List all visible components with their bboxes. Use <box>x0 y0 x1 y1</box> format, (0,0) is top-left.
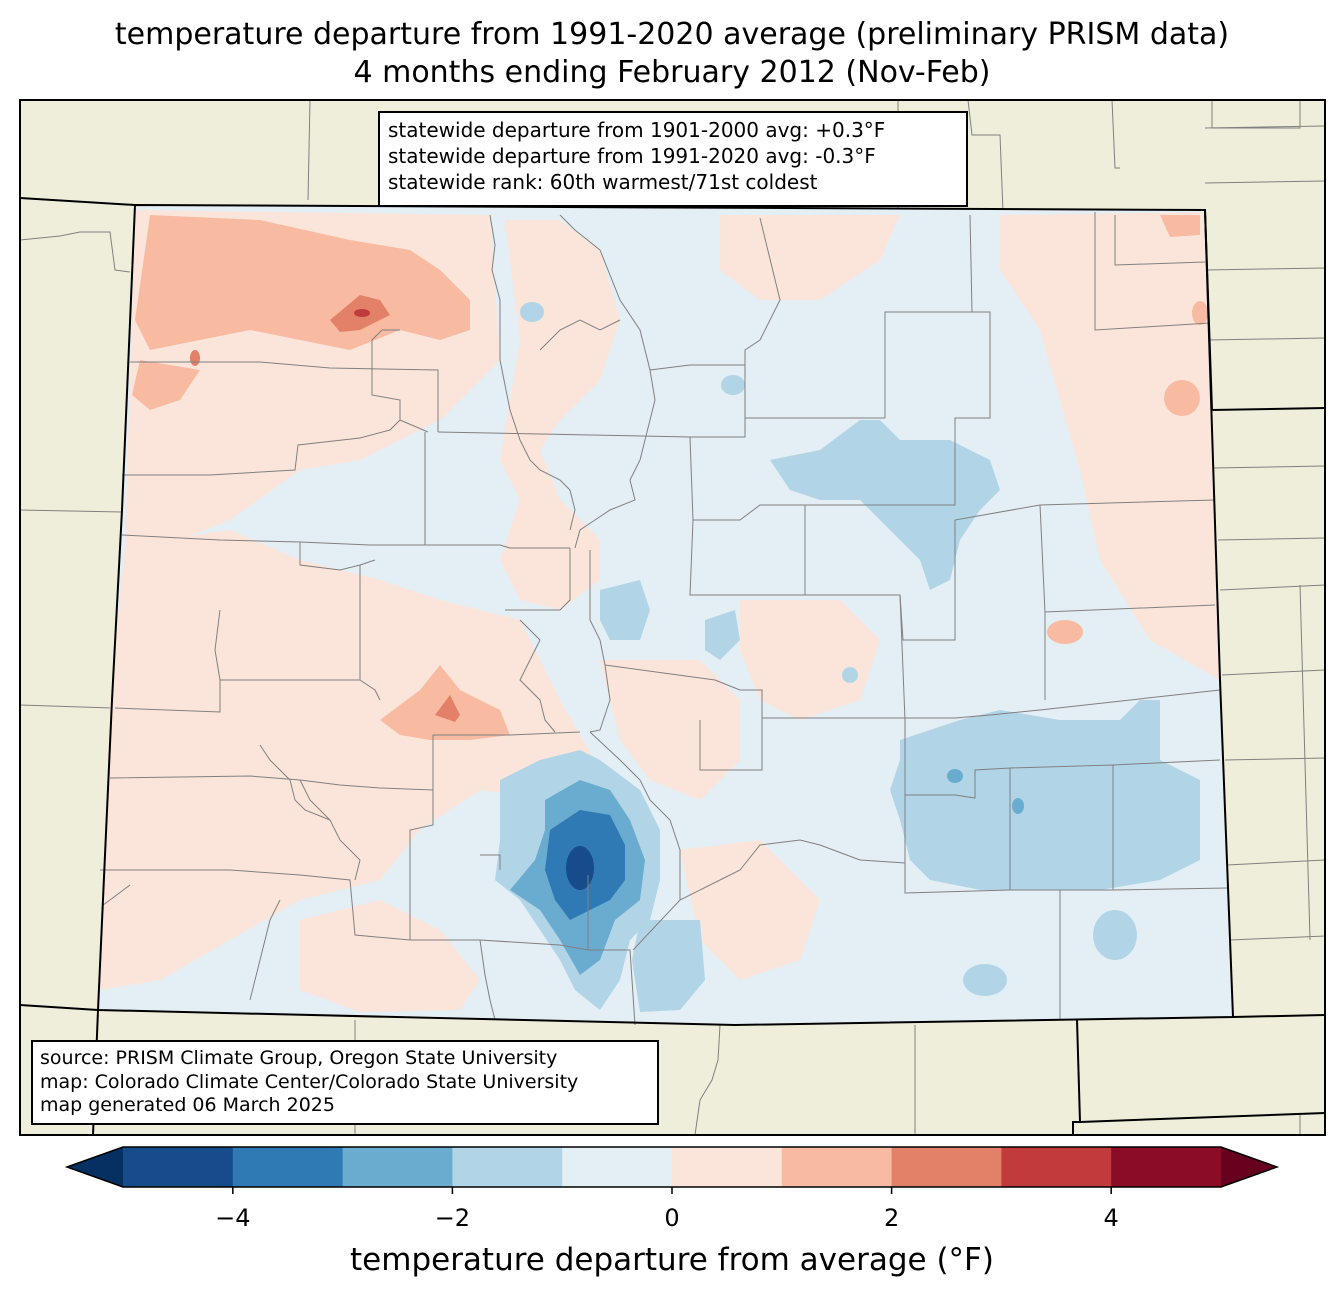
colorbar <box>64 1146 1280 1194</box>
stats-line-1901-2000: statewide departure from 1901-2000 avg: … <box>388 118 886 142</box>
stats-line-rank: statewide rank: 60th warmest/71st coldes… <box>388 170 818 194</box>
colorbar-outline <box>64 1146 1280 1188</box>
colorbar-tick-label: 0 <box>664 1204 680 1232</box>
stats-line-1991-2020: statewide departure from 1991-2020 avg: … <box>388 144 876 168</box>
map-title-line1: temperature departure from 1991-2020 ave… <box>114 17 1230 52</box>
colorado-county-lines <box>100 212 1228 1026</box>
colorbar-tick-label: −4 <box>215 1204 251 1232</box>
colorbar-bin <box>562 1147 673 1187</box>
generated-date-line: map generated 06 March 2025 <box>40 1094 335 1116</box>
colorbar-tick-label: 2 <box>883 1204 900 1232</box>
colorbar-bin <box>232 1147 344 1187</box>
colorbar-label: temperature departure from average (°F) <box>350 1242 994 1278</box>
source-line: source: PRISM Climate Group, Oregon Stat… <box>40 1047 558 1069</box>
colorbar-over-extension <box>1221 1147 1277 1187</box>
colorbar-bin <box>1111 1147 1222 1187</box>
colorbar-under-extension <box>67 1147 123 1187</box>
map-frame <box>19 99 1326 1136</box>
colorbar-bin <box>452 1147 563 1187</box>
statewide-stats-box: statewide departure from 1901-2000 avg: … <box>378 111 968 207</box>
colorbar-bin <box>342 1147 453 1187</box>
map-title-line2: 4 months ending February 2012 (Nov-Feb) <box>353 55 991 90</box>
map-credit-line: map: Colorado Climate Center/Colorado St… <box>40 1070 579 1093</box>
colorbar-tick-label: 4 <box>1103 1204 1119 1232</box>
colorbar-tick-label: −2 <box>434 1204 471 1232</box>
state-borders <box>19 197 1326 1136</box>
colorbar-bin <box>123 1147 234 1187</box>
source-box: source: PRISM Climate Group, Oregon Stat… <box>31 1040 659 1125</box>
colorbar-bin <box>891 1147 1002 1187</box>
colorbar-bin <box>781 1147 893 1187</box>
colorbar-bin <box>1001 1147 1112 1187</box>
colorbar-bin <box>672 1147 783 1187</box>
